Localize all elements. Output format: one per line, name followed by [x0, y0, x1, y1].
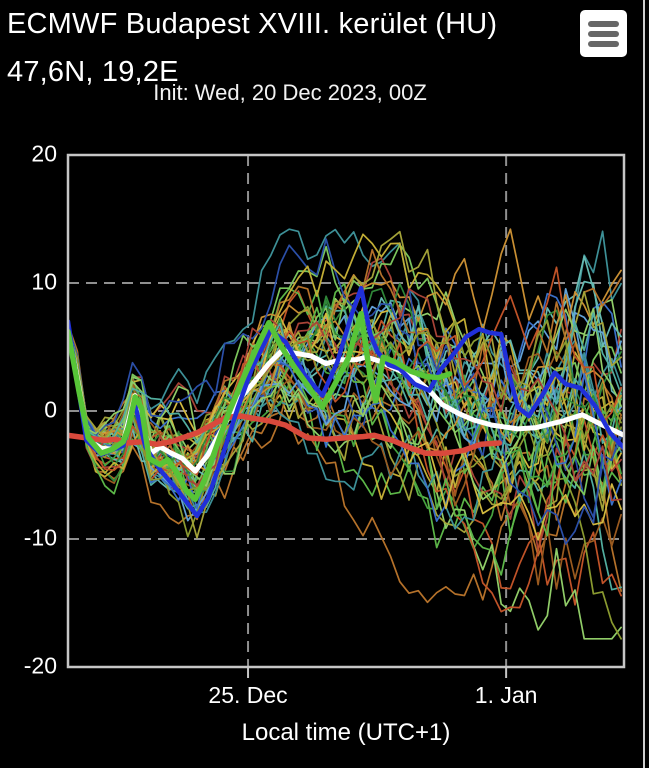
page-title: ECMWF Budapest XVIII. kerület (HU): [7, 8, 498, 40]
y-tick-label: -20: [23, 652, 57, 679]
x-tick-label: 1. Jan: [474, 682, 538, 708]
control-line: [68, 285, 624, 519]
ensemble-member-line: [68, 287, 622, 480]
ensemble-member-line: [68, 312, 622, 456]
y-tick-label: 20: [31, 140, 57, 167]
x-tick-label: 25. Dec: [208, 682, 288, 708]
ensemble-member-line: [68, 333, 622, 530]
coordinates-label: 47,6N, 19,2E: [7, 56, 179, 88]
hres-line: [68, 310, 453, 503]
y-tick-label: 10: [31, 268, 57, 295]
plot-border: [66, 153, 626, 669]
climate-line: [68, 413, 503, 456]
init-time-label: Init: Wed, 20 Dec 2023, 00Z: [153, 80, 427, 105]
y-tick-label: -10: [23, 524, 57, 551]
ensemble-member-line: [68, 328, 622, 640]
x-axis-title: Local time (UTC+1): [241, 719, 451, 746]
ensemble-member-line: [68, 292, 622, 432]
scrollbar[interactable]: [643, 0, 645, 768]
ensemble-member-line: [68, 312, 622, 541]
ensemble-member-line: [68, 238, 622, 545]
chart-context-menu-button[interactable]: [580, 10, 627, 57]
y-tick-label: 0: [44, 396, 57, 423]
